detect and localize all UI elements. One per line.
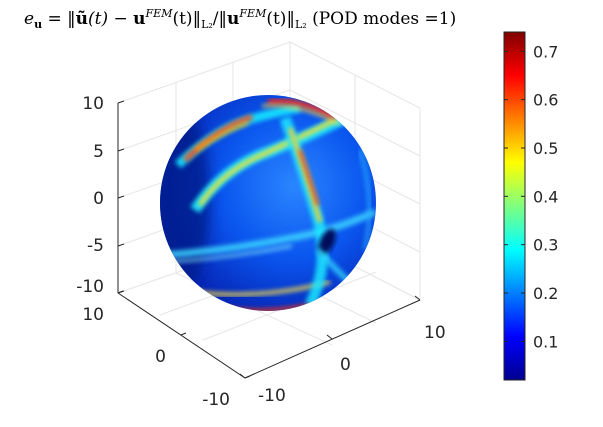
colorbar: 0.7 0.6 0.5 0.4 0.3 0.2 0.1 bbox=[503, 31, 558, 381]
band-lower-left bbox=[164, 208, 376, 259]
z-tick-label: 5 bbox=[93, 142, 104, 162]
x-tick-label: 0 bbox=[155, 347, 166, 367]
z-tick-label: -5 bbox=[87, 236, 104, 256]
x-tick-label: -10 bbox=[202, 390, 230, 410]
colorbar-tick-label: 0.1 bbox=[533, 332, 558, 351]
y-tick-label: -10 bbox=[258, 386, 286, 406]
colorbar-tick-label: 0.3 bbox=[533, 236, 558, 255]
y-tick-label: 0 bbox=[340, 355, 351, 375]
z-axis: 10 5 0 -5 -10 bbox=[76, 94, 125, 297]
colorbar-tick-label: 0.5 bbox=[533, 139, 558, 158]
z-tick-label: 10 bbox=[82, 94, 104, 114]
colorbar-gradient bbox=[503, 31, 526, 381]
y-tick-label: 10 bbox=[424, 323, 446, 343]
colorbar-tick-label: 0.6 bbox=[533, 91, 558, 110]
dark-spot bbox=[318, 228, 336, 256]
colorbar-tick-label: 0.4 bbox=[533, 187, 558, 206]
z-tick-label: -10 bbox=[76, 277, 104, 297]
band-top-cap bbox=[267, 98, 337, 121]
chart-title: eu = ‖ũ(t) − uFEM(t)‖L₂/‖uFEM(t)‖L₂ (POD… bbox=[24, 7, 456, 31]
colorbar-tick-label: 0.7 bbox=[533, 42, 558, 61]
x-tick-label: 10 bbox=[82, 305, 104, 325]
x-axis: 10 0 -10 bbox=[82, 290, 251, 410]
colorbar-tick-label: 0.2 bbox=[533, 284, 558, 303]
y-axis: -10 0 10 bbox=[239, 295, 446, 406]
z-tick-label: 0 bbox=[93, 189, 104, 209]
